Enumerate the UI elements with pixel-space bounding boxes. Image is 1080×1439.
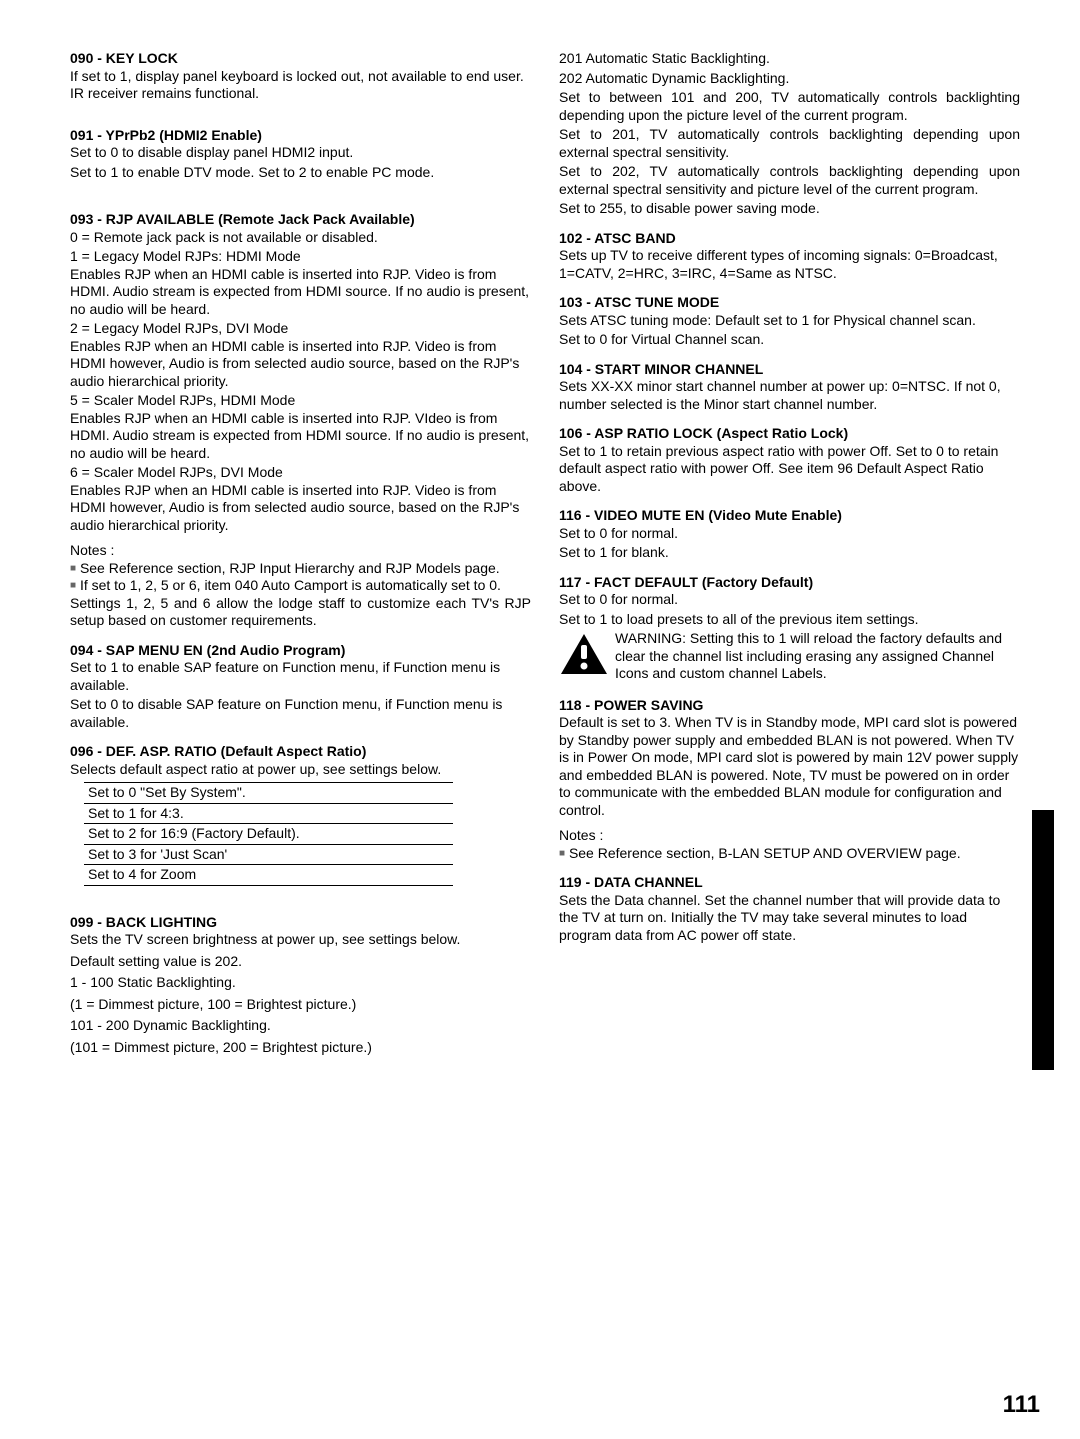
sub-093-5: 5 = Scaler Model RJPs, HDMI Mode — [70, 392, 531, 410]
heading-102: 102 - ATSC BAND — [559, 230, 1020, 248]
note-093-1-text: See Reference section, RJP Input Hierarc… — [80, 560, 500, 576]
page-container: COMMERCIAL MODE SETUP 111 090 - KEY LOCK… — [0, 0, 1080, 1439]
body-116-2: Set to 1 for blank. — [559, 544, 1020, 562]
body-116-1: Set to 0 for normal. — [559, 525, 1020, 543]
square-bullet-icon: ■ — [559, 848, 565, 859]
body-099-3: 1 - 100 Static Backlighting. — [70, 974, 531, 992]
warning-icon — [559, 632, 609, 676]
heading-117: 117 - FACT DEFAULT (Factory Default) — [559, 574, 1020, 592]
body-099-2: Default setting value is 202. — [70, 953, 531, 971]
body-117-2: Set to 1 to load presets to all of the p… — [559, 611, 1020, 629]
sub-093-6: 6 = Scaler Model RJPs, DVI Mode — [70, 464, 531, 482]
table-row: Set to 0 "Set By System". — [84, 783, 453, 804]
sub-093-1: 1 = Legacy Model RJPs: HDMI Mode — [70, 248, 531, 266]
heading-093: 093 - RJP AVAILABLE (Remote Jack Pack Av… — [70, 211, 531, 229]
heading-118: 118 - POWER SAVING — [559, 697, 1020, 715]
body-099c-6: Set to 255, to disable power saving mode… — [559, 200, 1020, 218]
body-094-2: Set to 0 to disable SAP feature on Funct… — [70, 696, 531, 731]
heading-106: 106 - ASP RATIO LOCK (Aspect Ratio Lock) — [559, 425, 1020, 443]
notes-118-title: Notes : — [559, 827, 1020, 845]
side-label: COMMERCIAL MODE SETUP — [1033, 820, 1049, 1034]
heading-104: 104 - START MINOR CHANNEL — [559, 361, 1020, 379]
heading-103: 103 - ATSC TUNE MODE — [559, 294, 1020, 312]
heading-119: 119 - DATA CHANNEL — [559, 874, 1020, 892]
body-091-1: Set to 0 to disable display panel HDMI2 … — [70, 144, 531, 162]
body-099c-1: 201 Automatic Static Backlighting. — [559, 50, 1020, 68]
sub-093-2: 2 = Legacy Model RJPs, DVI Mode — [70, 320, 531, 338]
note-093-2: ■ If set to 1, 2, 5 or 6, item 040 Auto … — [70, 577, 531, 595]
body-093-2: Enables RJP when an HDMI cable is insert… — [70, 338, 531, 391]
body-103-2: Set to 0 for Virtual Channel scan. — [559, 331, 1020, 349]
body-094-1: Set to 1 to enable SAP feature on Functi… — [70, 659, 531, 694]
aspect-ratio-table: Set to 0 "Set By System". Set to 1 for 4… — [84, 782, 453, 886]
body-117-1: Set to 0 for normal. — [559, 591, 1020, 609]
table-row: Set to 4 for Zoom — [84, 865, 453, 886]
body-119: Sets the Data channel. Set the channel n… — [559, 892, 1020, 945]
heading-094: 094 - SAP MENU EN (2nd Audio Program) — [70, 642, 531, 660]
right-column: 201 Automatic Static Backlighting. 202 A… — [559, 50, 1020, 1058]
square-bullet-icon: ■ — [70, 563, 76, 574]
heading-096: 096 - DEF. ASP. RATIO (Default Aspect Ra… — [70, 743, 531, 761]
two-column-layout: 090 - KEY LOCK If set to 1, display pane… — [70, 50, 1020, 1058]
note-093-2-text: If set to 1, 2, 5 or 6, item 040 Auto Ca… — [80, 577, 501, 593]
body-090: If set to 1, display panel keyboard is l… — [70, 68, 531, 103]
table-row: Set to 2 for 16:9 (Factory Default). — [84, 824, 453, 845]
note-118-1-text: See Reference section, B-LAN SETUP AND O… — [569, 845, 961, 861]
body-099-1: Sets the TV screen brightness at power u… — [70, 931, 531, 949]
page-number: 111 — [1003, 1391, 1040, 1419]
body-093-1: Enables RJP when an HDMI cable is insert… — [70, 266, 531, 319]
note-093-1: ■ See Reference section, RJP Input Hiera… — [70, 560, 531, 578]
body-117-warn: WARNING: Setting this to 1 will reload t… — [615, 630, 1020, 683]
table-row: Set to 3 for 'Just Scan' — [84, 844, 453, 865]
body-099-6: (101 = Dimmest picture, 200 = Brightest … — [70, 1039, 531, 1057]
body-093-5: Enables RJP when an HDMI cable is insert… — [70, 410, 531, 463]
body-093-6: Enables RJP when an HDMI cable is insert… — [70, 482, 531, 535]
body-096-intro: Selects default aspect ratio at power up… — [70, 761, 531, 779]
body-103-1: Sets ATSC tuning mode: Default set to 1 … — [559, 312, 1020, 330]
body-099c-2: 202 Automatic Dynamic Backlighting. — [559, 70, 1020, 88]
body-118: Default is set to 3. When TV is in Stand… — [559, 714, 1020, 819]
body-091-2: Set to 1 to enable DTV mode. Set to 2 to… — [70, 164, 531, 182]
note-093-3: Settings 1, 2, 5 and 6 allow the lodge s… — [70, 595, 531, 630]
warning-block-117: WARNING: Setting this to 1 will reload t… — [559, 630, 1020, 685]
notes-093-title: Notes : — [70, 542, 531, 560]
body-106: Set to 1 to retain previous aspect ratio… — [559, 443, 1020, 496]
note-118-1: ■ See Reference section, B-LAN SETUP AND… — [559, 845, 1020, 863]
body-099-5: 101 - 200 Dynamic Backlighting. — [70, 1017, 531, 1035]
heading-116: 116 - VIDEO MUTE EN (Video Mute Enable) — [559, 507, 1020, 525]
body-102: Sets up TV to receive different types of… — [559, 247, 1020, 282]
square-bullet-icon: ■ — [70, 580, 76, 591]
body-099c-4: Set to 201, TV automatically controls ba… — [559, 126, 1020, 161]
body-104: Sets XX-XX minor start channel number at… — [559, 378, 1020, 413]
body-093-0: 0 = Remote jack pack is not available or… — [70, 229, 531, 247]
body-099-4: (1 = Dimmest picture, 100 = Brightest pi… — [70, 996, 531, 1014]
table-row: Set to 1 for 4:3. — [84, 803, 453, 824]
body-099c-3: Set to between 101 and 200, TV automatic… — [559, 89, 1020, 124]
heading-099: 099 - BACK LIGHTING — [70, 914, 531, 932]
body-099c-5: Set to 202, TV automatically controls ba… — [559, 163, 1020, 198]
left-column: 090 - KEY LOCK If set to 1, display pane… — [70, 50, 531, 1058]
heading-090: 090 - KEY LOCK — [70, 50, 531, 68]
heading-091: 091 - YPrPb2 (HDMI2 Enable) — [70, 127, 531, 145]
